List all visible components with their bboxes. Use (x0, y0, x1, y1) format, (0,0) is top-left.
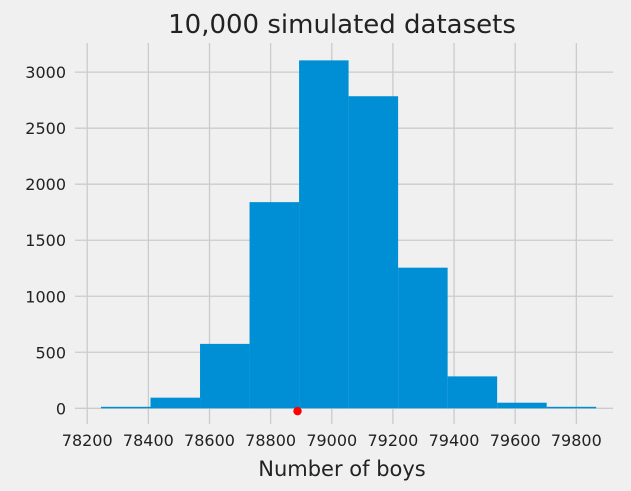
histogram-bar-3 (249, 202, 300, 409)
x-tick-label-6: 79400 (429, 431, 480, 450)
marker-layer (293, 406, 302, 416)
x-axis-label: Number of boys (258, 457, 426, 481)
x-axis-ticks: 78200 78400 78600 78800 79000 79200 79400 79600… (62, 431, 602, 450)
x-tick-label-1: 78400 (123, 431, 174, 450)
observed-value-marker (293, 406, 302, 416)
x-tick-label-0: 78200 (62, 431, 113, 450)
x-tick-label-7: 79600 (490, 431, 541, 450)
chart-title: 10,000 simulated datasets (168, 10, 516, 40)
y-tick-label-3: 1500 (25, 231, 66, 250)
histogram-bar-8 (497, 402, 547, 409)
x-tick-label-4: 79000 (306, 431, 357, 450)
histogram-bar-1 (150, 397, 201, 409)
x-tick-label-8: 79800 (551, 431, 602, 450)
y-tick-label-0: 0 (56, 399, 66, 418)
x-tick-label-5: 79200 (367, 431, 418, 450)
histogram-bars (100, 60, 597, 409)
histogram-bar-4 (299, 60, 349, 409)
y-tick-label-4: 2000 (25, 175, 66, 194)
histogram-bar-5 (348, 96, 399, 409)
x-tick-label-3: 78800 (245, 431, 296, 450)
histogram-bar-9 (546, 406, 597, 409)
y-axis-ticks: 0 500 1000 1500 2000 2500 3000 (25, 63, 66, 418)
histogram-bar-2 (200, 343, 250, 409)
histogram-bar-7 (447, 376, 498, 409)
histogram-bar-6 (398, 267, 448, 409)
y-tick-label-1: 500 (35, 343, 66, 362)
histogram-bar-0 (100, 406, 151, 409)
x-tick-label-2: 78600 (184, 431, 235, 450)
y-tick-label-6: 3000 (25, 63, 66, 82)
y-tick-label-5: 2500 (25, 119, 66, 138)
y-tick-label-2: 1000 (25, 287, 66, 306)
